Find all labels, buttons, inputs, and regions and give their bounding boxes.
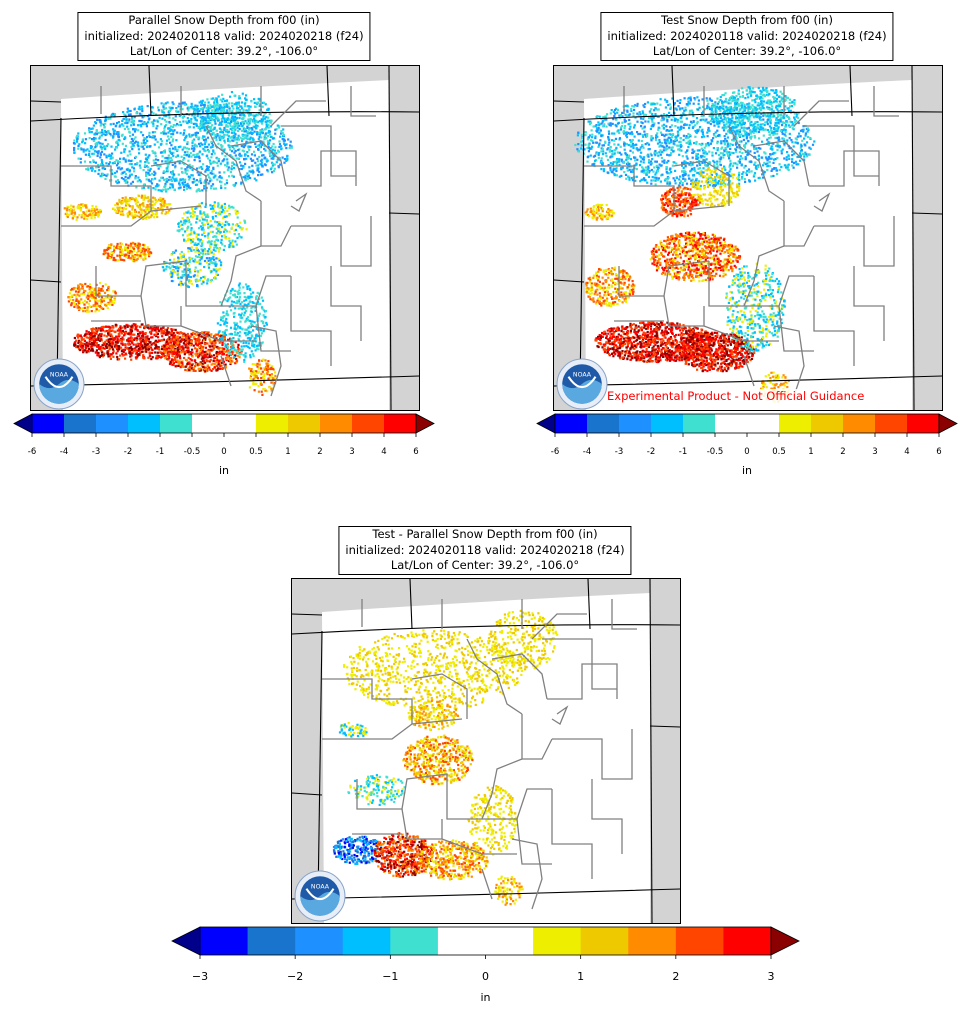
colorbar-tick-label: 0.5 <box>249 447 263 457</box>
colorbar-tick-label: −2 <box>287 970 304 983</box>
data-domain <box>322 593 650 923</box>
colorbar: -6 -4 -3 -2 -1 -0.5 0 0.5 1 2 3 4 6 in <box>13 413 435 477</box>
colorbar-tick-label: 1 <box>808 447 814 457</box>
colorbar-tick-label: -1 <box>678 447 688 457</box>
colorbar-swatches <box>536 413 958 437</box>
noaa-logo: NOAA <box>294 870 346 922</box>
colorbar-tick-label: 6 <box>413 447 419 457</box>
county-boundaries <box>322 599 637 910</box>
colorbar-tick-label: -6 <box>27 447 37 457</box>
colorbar-tick-label: -6 <box>550 447 560 457</box>
colorbar-tick-label: -1 <box>155 447 165 457</box>
county-boundaries <box>61 86 376 397</box>
colorbar: −3 −2 −1 0 1 2 3 in <box>171 926 800 1004</box>
colorbar-unit-label: in <box>741 464 753 477</box>
noaa-logo: NOAA <box>556 358 608 410</box>
title-line-1: Parallel Snow Depth from f00 (in) <box>128 13 320 27</box>
colorbar-tick-label: 3 <box>767 970 775 983</box>
title-line-2: initialized: 2024020118 valid: 202402021… <box>84 28 364 43</box>
title-line-2: initialized: 2024020118 valid: 202402021… <box>607 28 887 43</box>
colorbar-tick-label: −3 <box>191 970 209 983</box>
title-line-2: initialized: 2024020118 valid: 202402021… <box>345 542 625 557</box>
colorbar-tick-label: 2 <box>840 447 846 457</box>
snow-depth-map <box>30 65 420 411</box>
colorbar-tick-label: 0 <box>482 970 489 983</box>
colorbar-tick-label: -4 <box>59 447 69 457</box>
snow-depth-map <box>553 65 943 411</box>
title-line-1: Test - Parallel Snow Depth from f00 (in) <box>372 527 598 541</box>
title-line-3: Lat/Lon of Center: 39.2°, -106.0° <box>129 44 319 58</box>
colorbar-tick-label: 0 <box>744 447 750 457</box>
colorbar-tick-label: 1 <box>577 970 585 983</box>
colorbar-tick-label: 1 <box>285 447 291 457</box>
panel-title: Parallel Snow Depth from f00 (in) initia… <box>77 12 371 61</box>
map-canvas <box>554 66 942 410</box>
snow-depth-field <box>332 609 559 906</box>
title-line-3: Lat/Lon of Center: 39.2°, -106.0° <box>390 558 580 572</box>
colorbar-tick-label: -2 <box>646 447 656 457</box>
colorbar-tick-label: -2 <box>123 447 133 457</box>
colorbar-swatches <box>13 413 435 437</box>
panel-title: Test Snow Depth from f00 (in) initialize… <box>600 12 894 61</box>
county-boundaries <box>584 86 899 397</box>
title-line-1: Test Snow Depth from f00 (in) <box>661 13 833 27</box>
colorbar-tick-label: 0.5 <box>772 447 786 457</box>
colorbar-tick-label: 0 <box>221 447 227 457</box>
experimental-watermark: Experimental Product - Not Official Guid… <box>605 389 867 403</box>
colorbar-swatches <box>171 926 800 959</box>
colorbar-tick-label: 3 <box>872 447 878 457</box>
colorbar-tick-label: 6 <box>936 447 942 457</box>
colorbar-tick-label: −1 <box>382 970 399 983</box>
colorbar-tick-label: -0.5 <box>183 447 201 457</box>
colorbar-tick-label: -4 <box>582 447 592 457</box>
colorbar: -6 -4 -3 -2 -1 -0.5 0 0.5 1 2 3 4 6 in <box>536 413 958 477</box>
snow-depth-difference-map <box>291 578 681 924</box>
colorbar-tick-label: -3 <box>614 447 624 457</box>
state-boundaries <box>31 66 419 410</box>
map-canvas <box>31 66 419 410</box>
colorbar-unit-label: in <box>218 464 230 477</box>
colorbar-unit-label: in <box>480 991 491 1004</box>
colorbar-tick-label: 2 <box>672 970 680 983</box>
noaa-logo: NOAA <box>33 358 85 410</box>
state-boundaries <box>292 579 680 923</box>
colorbar-tick-label: -3 <box>91 447 101 457</box>
map-canvas <box>292 579 680 923</box>
title-line-3: Lat/Lon of Center: 39.2°, -106.0° <box>652 44 842 58</box>
colorbar-tick-label: 4 <box>381 447 387 457</box>
colorbar-tick-label: -0.5 <box>706 447 724 457</box>
colorbar-tick-label: 4 <box>904 447 910 457</box>
colorbar-tick-label: 2 <box>317 447 323 457</box>
panel-title: Test - Parallel Snow Depth from f00 (in)… <box>338 526 632 575</box>
colorbar-tick-label: 3 <box>349 447 355 457</box>
